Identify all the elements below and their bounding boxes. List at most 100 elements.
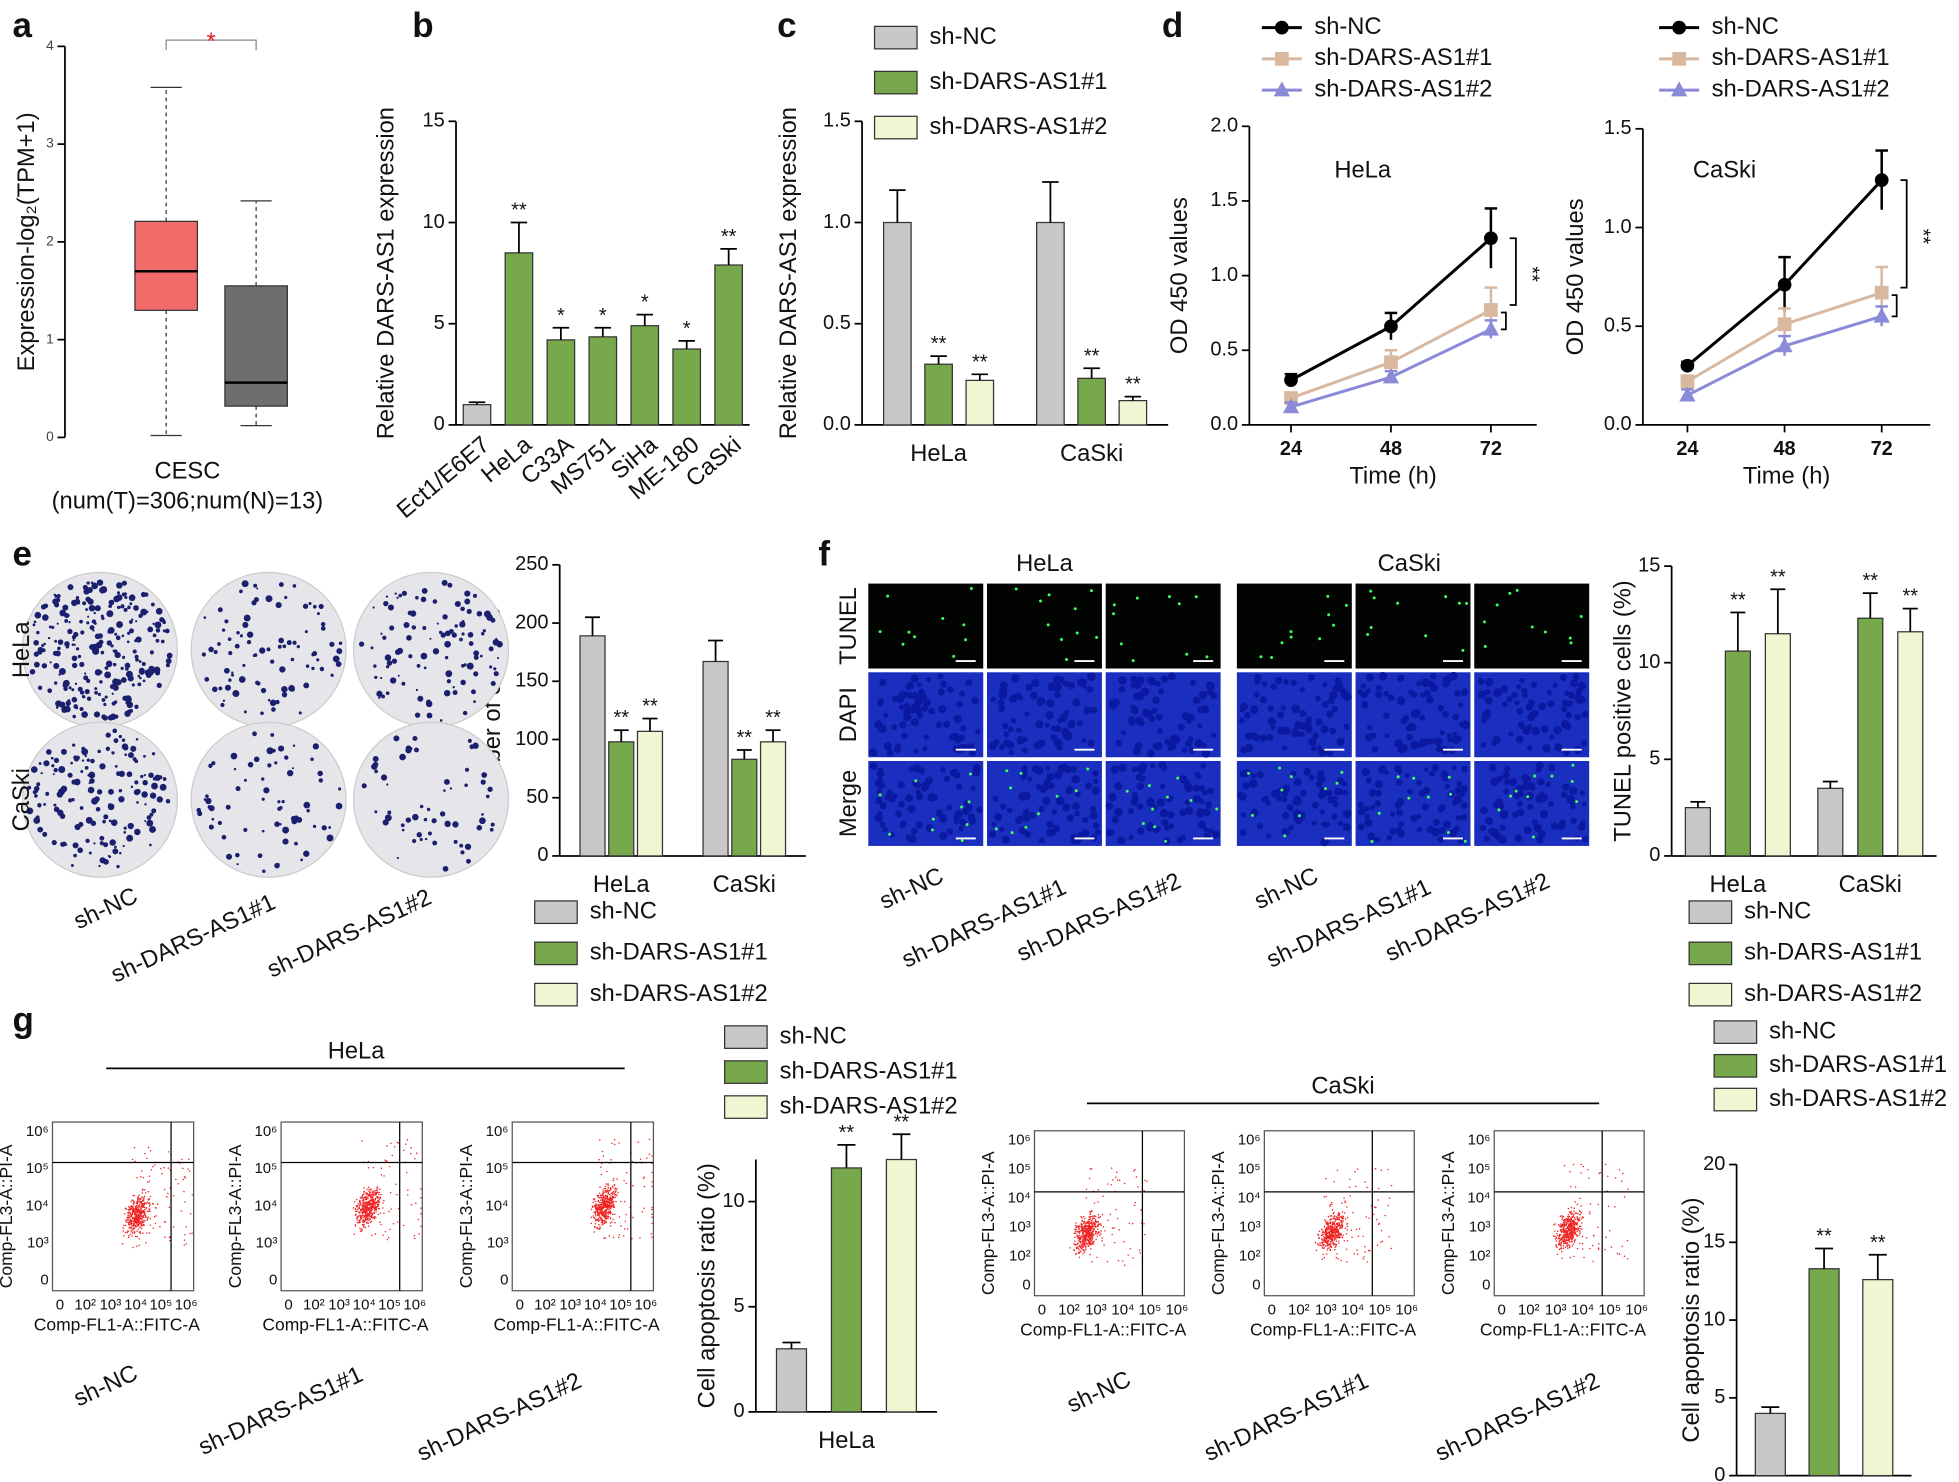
event-dot [130, 1216, 131, 1217]
colony [134, 829, 140, 835]
nucleus [1117, 836, 1125, 844]
colony [42, 614, 49, 621]
event-dot [368, 1207, 369, 1208]
event-dot [1325, 1245, 1326, 1246]
event-dot [610, 1222, 611, 1223]
colony [37, 803, 41, 807]
row-label: CaSki [9, 768, 35, 831]
y-axis-label: OD 450 values [1563, 198, 1589, 355]
event-dot [129, 1221, 130, 1222]
event-dot [381, 1168, 382, 1169]
event-dot [1340, 1260, 1341, 1261]
nucleus [1416, 681, 1422, 687]
event-dot [369, 1211, 370, 1212]
nucleus [972, 769, 980, 777]
event-dot [1349, 1186, 1350, 1187]
colony [330, 674, 333, 677]
colony [92, 649, 94, 651]
colony [405, 747, 411, 753]
flow-plot [52, 1122, 193, 1291]
colony [424, 818, 428, 822]
event-dot [397, 1142, 398, 1143]
tunel-dot [1039, 600, 1042, 603]
event-dot [1346, 1206, 1347, 1207]
colony [294, 842, 298, 846]
event-dot [1089, 1243, 1090, 1244]
colony [121, 667, 124, 670]
flow-x-tick: 0 [1268, 1302, 1276, 1319]
event-dot [366, 1196, 367, 1197]
event-dot [1378, 1188, 1379, 1189]
event-dot [1351, 1229, 1352, 1230]
nucleus [1316, 718, 1323, 725]
nucleus [1360, 683, 1366, 689]
significance: * [557, 305, 565, 327]
event-dot [614, 1191, 615, 1192]
group-label: CaSki [1311, 1073, 1374, 1099]
colony [297, 645, 300, 648]
nucleus [1370, 805, 1375, 810]
tunel-dot [1497, 808, 1500, 811]
bar [886, 1160, 916, 1412]
y-tick-label: 0.0 [1210, 413, 1238, 435]
colony [444, 821, 450, 827]
event-dot [365, 1220, 366, 1221]
colony [284, 755, 288, 759]
nucleus [1566, 712, 1572, 718]
event-dot [594, 1217, 595, 1218]
nucleus [954, 733, 960, 739]
nucleus [1157, 728, 1163, 734]
event-dot [1116, 1172, 1117, 1173]
colony [254, 653, 258, 657]
y-tick-label: 5 [734, 1295, 745, 1317]
nucleus [1057, 718, 1063, 724]
nucleus [869, 748, 877, 756]
colony [64, 619, 68, 623]
event-dot [1343, 1198, 1344, 1199]
legend-label: sh-DARS-AS1#2 [780, 1093, 958, 1119]
y-tick-label: 0.5 [1210, 339, 1238, 361]
nucleus [1027, 776, 1032, 781]
event-dot [1074, 1250, 1075, 1251]
event-dot [1079, 1235, 1080, 1236]
colony [398, 675, 400, 677]
event-dot [1564, 1219, 1565, 1220]
tunel-dot [1015, 588, 1018, 591]
y-tick-label: 5 [1649, 748, 1660, 770]
group-label: HeLa [328, 1038, 386, 1064]
nucleus [1147, 797, 1155, 805]
colony [167, 653, 173, 659]
flow-y-tick: 10⁴ [1237, 1190, 1260, 1207]
colony [71, 600, 77, 606]
x-tick-label: CaSki [1839, 872, 1902, 898]
colony [95, 605, 101, 611]
event-dot [611, 1221, 612, 1222]
tunel-dot [1164, 840, 1167, 843]
nucleus [1540, 810, 1548, 818]
nucleus [1109, 702, 1116, 709]
event-dot [651, 1172, 652, 1173]
colony [55, 700, 62, 707]
nucleus [1198, 821, 1206, 829]
tunel-dot [1508, 592, 1511, 595]
colony [493, 667, 496, 670]
colony [48, 637, 50, 639]
nucleus [891, 724, 897, 730]
event-dot [363, 1209, 364, 1210]
event-dot [123, 1230, 124, 1231]
colony [41, 772, 43, 774]
event-dot [361, 1204, 362, 1205]
event-dot [1088, 1230, 1089, 1231]
event-dot [602, 1151, 603, 1152]
event-dot [395, 1184, 396, 1185]
colony [85, 839, 89, 843]
event-dot [190, 1213, 191, 1214]
colony [382, 636, 386, 640]
event-dot [1333, 1230, 1334, 1231]
colony [116, 865, 119, 868]
event-dot [1080, 1216, 1081, 1217]
event-dot [356, 1199, 357, 1200]
nucleus [1416, 780, 1422, 786]
event-dot [643, 1178, 644, 1179]
nucleus [1003, 739, 1010, 746]
